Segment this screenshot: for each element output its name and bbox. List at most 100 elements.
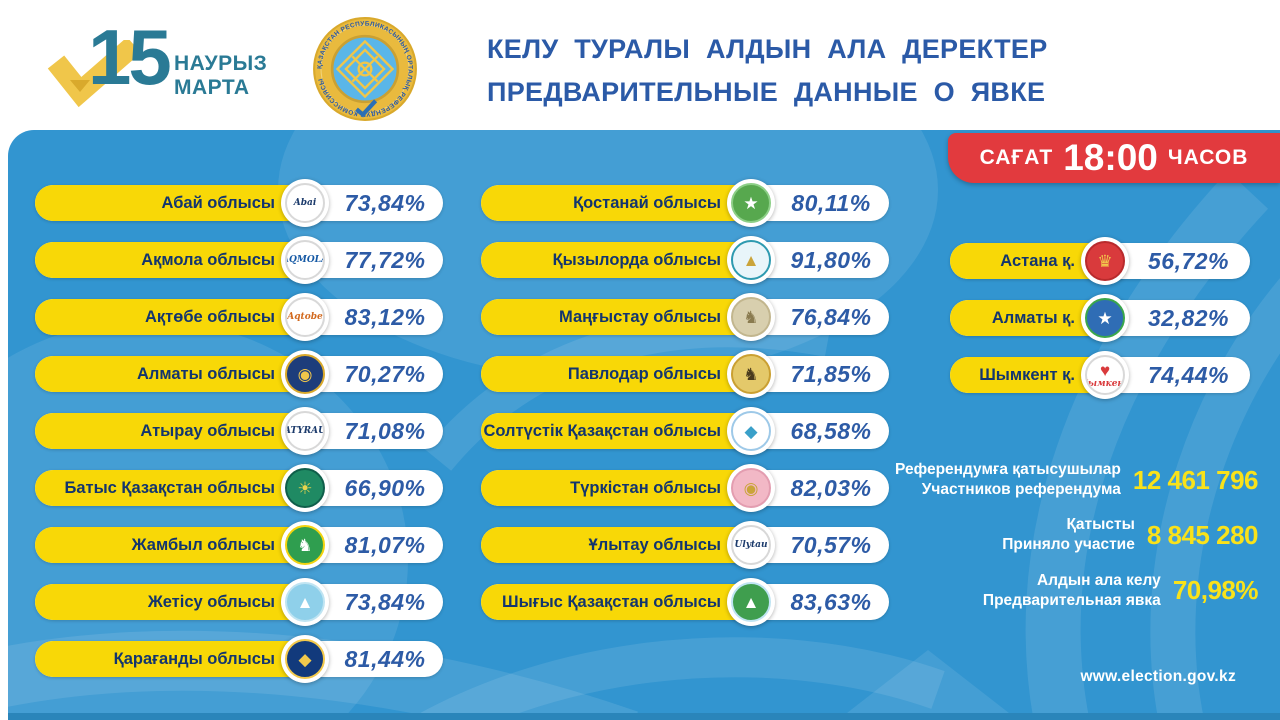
- region-emblem-text: ATYRAU: [285, 426, 325, 436]
- region-name: Астана қ.: [1000, 251, 1075, 270]
- region-column-cities: Астана қ. ♛ 56,72% Алматы қ. ★: [950, 237, 1250, 399]
- region-row-pill: [35, 641, 315, 677]
- region-emblem-icon: ☀: [281, 464, 329, 512]
- region-name: Маңғыстау облысы: [559, 307, 721, 326]
- summary-label-ru: Участников референдума: [921, 481, 1121, 499]
- summary-label: Референдумға қатысушылар Участников рефе…: [895, 460, 1121, 500]
- region-column-1: Абай облысы Abai 73,84% Ақмола облысы AQ…: [35, 179, 443, 683]
- region-column-2: Қостанай облысы ★ 80,11% Қызылорда облыс…: [481, 179, 889, 626]
- summary-label-kk: Қатысты: [1066, 516, 1135, 534]
- region-emblem-glyph: ▲: [742, 250, 760, 270]
- region-turnout-value: 71,08%: [344, 417, 426, 444]
- region-turnout-value: 74,44%: [1147, 361, 1229, 388]
- region-name: Атырау облысы: [140, 421, 275, 440]
- region-row-pill: [35, 527, 315, 563]
- region-row-pill: [950, 300, 1100, 336]
- region-row: Алматы облысы ◉ 70,27%: [35, 350, 443, 398]
- region-name: Алматы облысы: [136, 364, 275, 383]
- region-row-pill: [950, 357, 1100, 393]
- summary-item: Референдумға қатысушылар Участников рефе…: [880, 460, 1258, 500]
- region-name: Алматы қ.: [991, 308, 1075, 327]
- region-row: Түркістан облысы ◉ 82,03%: [481, 464, 889, 512]
- region-row: Ақтөбе облысы Aqtobe 83,12%: [35, 293, 443, 341]
- region-row: Солтүстік Қазақстан облысы ◆ 68,58%: [481, 407, 889, 455]
- region-row: Астана қ. ♛ 56,72%: [950, 237, 1250, 285]
- region-emblem-icon: ★: [727, 179, 775, 227]
- region-row-pill: [481, 299, 761, 335]
- summary-value: 8 845 280: [1146, 519, 1259, 550]
- region-row: Алматы қ. ★ 32,82%: [950, 294, 1250, 342]
- summary-label: Алдын ала келу Предварительная явка: [983, 571, 1161, 611]
- region-row-pill: [35, 299, 315, 335]
- region-turnout-value: 73,84%: [344, 189, 426, 216]
- region-row: Ақмола облысы AQMOLA 77,72%: [35, 236, 443, 284]
- region-emblem-glyph: ♥: [1099, 360, 1111, 380]
- region-row: Қарағанды облысы ◆ 81,44%: [35, 635, 443, 683]
- time-badge: САҒАТ 18:00 ЧАСОВ: [948, 133, 1280, 183]
- region-turnout-value: 66,90%: [344, 474, 426, 501]
- region-emblem-glyph: ♛: [1097, 251, 1113, 271]
- region-emblem-icon: Aqtobe: [281, 293, 329, 341]
- region-row: Маңғыстау облысы ♞ 76,84%: [481, 293, 889, 341]
- region-row: Шығыс Қазақстан облысы ▲ 83,63%: [481, 578, 889, 626]
- region-emblem-icon: ◉: [727, 464, 775, 512]
- region-name: Қарағанды облысы: [113, 649, 275, 668]
- region-emblem-glyph: ◉: [297, 364, 313, 384]
- region-emblem-icon: ♞: [727, 293, 775, 341]
- region-turnout-value: 77,72%: [344, 246, 426, 273]
- region-emblem-text: Abai: [293, 198, 317, 208]
- region-row-pill: [481, 470, 761, 506]
- region-row-pill: [481, 242, 761, 278]
- region-emblem-icon: ♥ Шымкент: [1081, 351, 1129, 399]
- region-name: Ақмола облысы: [141, 250, 275, 269]
- date-month-kk: НАУРЫЗ: [174, 52, 268, 75]
- region-emblem-icon: ATYRAU: [281, 407, 329, 455]
- region-row: Ұлытау облысы Ulytau 70,57%: [481, 521, 889, 569]
- region-emblem-icon: Ulytau: [727, 521, 775, 569]
- region-row-pill: [481, 356, 761, 392]
- region-name: Шымкент қ.: [979, 365, 1075, 384]
- time-badge-prefix: САҒАТ: [979, 146, 1054, 169]
- region-emblem-icon: ◆: [281, 635, 329, 683]
- page-title: КЕЛУ ТУРАЛЫ АЛДЫН АЛА ДЕРЕКТЕР ПРЕДВАРИТ…: [487, 28, 1048, 114]
- region-row-pill: [481, 527, 761, 563]
- region-emblem-icon: ♞: [281, 521, 329, 569]
- region-turnout-value: 83,63%: [790, 588, 872, 615]
- region-emblem-glyph: ▲: [296, 592, 314, 612]
- region-emblem-glyph: ◆: [298, 649, 312, 669]
- region-emblem-glyph: ◉: [743, 478, 759, 498]
- region-name: Солтүстік Қазақстан облысы: [483, 421, 721, 440]
- region-row: Атырау облысы ATYRAU 71,08%: [35, 407, 443, 455]
- region-row: Жамбыл облысы ♞ 81,07%: [35, 521, 443, 569]
- summary-item: Алдын ала келу Предварительная явка 70,9…: [880, 571, 1259, 611]
- region-name: Шығыс Қазақстан облысы: [502, 592, 721, 611]
- summary-label: Қатысты Приняло участие: [1002, 515, 1135, 555]
- region-row-pill: [35, 185, 315, 221]
- region-row: Павлодар облысы ♞ 71,85%: [481, 350, 889, 398]
- summary-item: Қатысты Приняло участие 8 845 280: [880, 515, 1258, 555]
- header: 15 НАУРЫЗ МАРТА ҚАЗАҚСТАН РЕСПУБЛИКАСЫНЫ…: [0, 0, 1280, 130]
- summary-label-ru: Предварительная явка: [982, 591, 1161, 609]
- region-emblem-icon: ▲: [727, 578, 775, 626]
- region-row: Шымкент қ. ♥ Шымкент 74,44%: [950, 351, 1250, 399]
- region-name: Қызылорда облысы: [552, 250, 721, 269]
- region-turnout-value: 56,72%: [1147, 247, 1229, 274]
- region-emblem-glyph: ♞: [743, 364, 759, 384]
- region-emblem-icon: ◆: [727, 407, 775, 455]
- region-turnout-value: 82,03%: [790, 474, 872, 501]
- region-row-pill: [35, 413, 315, 449]
- region-emblem-icon: ♞: [727, 350, 775, 398]
- region-turnout-value: 76,84%: [790, 303, 872, 330]
- checkmark-icon: [47, 40, 141, 108]
- date-day: 15: [88, 13, 172, 101]
- region-turnout-value: 32,82%: [1147, 304, 1229, 331]
- region-emblem-icon: Abai: [281, 179, 329, 227]
- footer-url-link[interactable]: www.election.gov.kz: [1080, 668, 1236, 685]
- region-row-pill: [481, 185, 761, 221]
- region-row-pill: [481, 584, 761, 620]
- region-emblem-glyph: ▲: [742, 592, 760, 612]
- region-emblem-glyph: ★: [743, 193, 759, 213]
- region-emblem-icon: AQMOLA: [281, 236, 329, 284]
- region-name: Жамбыл облысы: [131, 535, 275, 554]
